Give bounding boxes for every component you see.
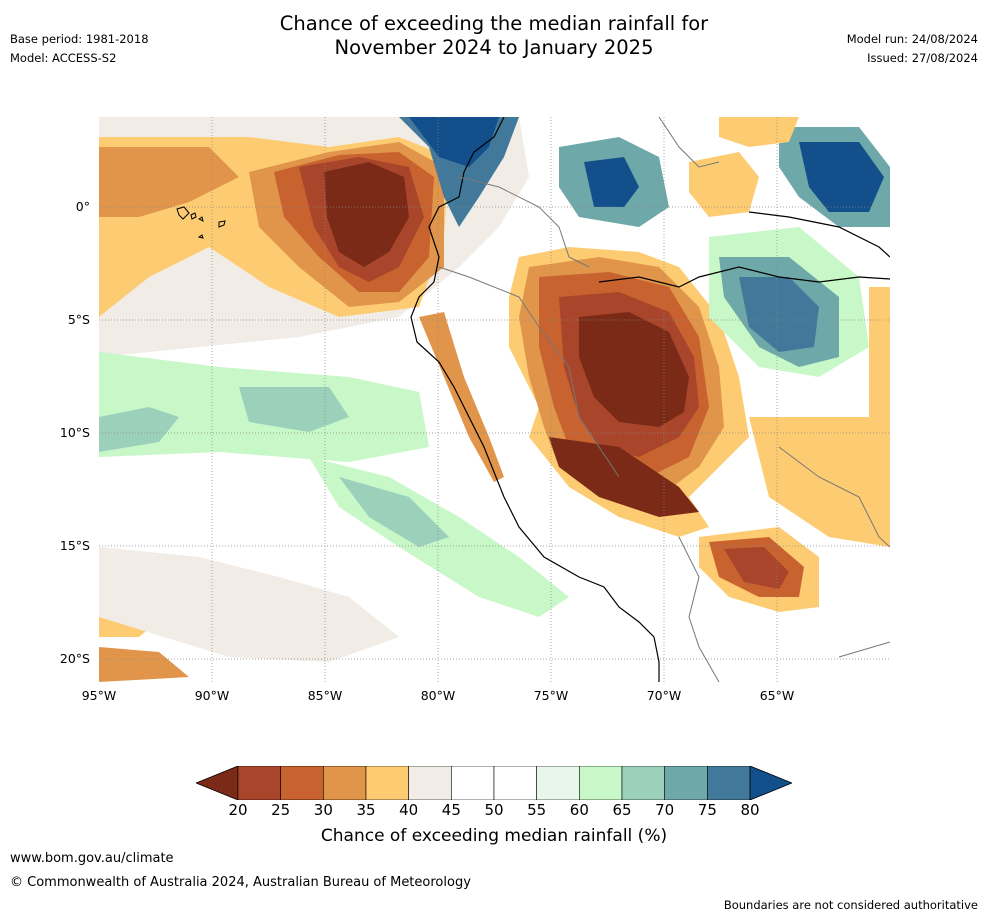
lon-label-80w: 80°W — [420, 688, 456, 703]
colorbar-segment — [451, 766, 495, 800]
region-orange-andes — [419, 312, 504, 482]
lon-label-75w: 75°W — [533, 688, 569, 703]
model-run-text: Model run: 24/08/2024 — [846, 32, 978, 46]
colorbar-segment — [280, 766, 324, 800]
region-dark-core-amazon — [579, 312, 689, 427]
lon-label-95w: 95°W — [81, 688, 117, 703]
colorbar-tick-label: 25 — [271, 801, 291, 819]
region-dark-core-south — [549, 437, 699, 517]
colorbar-arrow-left — [196, 766, 239, 800]
rainfall-map — [99, 117, 890, 682]
coastline-atlantic — [748, 211, 890, 258]
colorbar-tick-label: 20 — [228, 801, 248, 819]
colorbar-segment — [707, 766, 751, 800]
lat-label-20s: 20°S — [59, 651, 90, 666]
region-orange-30-nw — [99, 147, 239, 217]
title-line-2: November 2024 to January 2025 — [334, 36, 654, 59]
amazon-river — [598, 266, 890, 288]
colorbar-tick-label: 80 — [740, 801, 760, 819]
footer-url: www.bom.gov.au/climate — [10, 851, 174, 866]
colorbar-arrow-right — [749, 766, 792, 800]
base-period-text: Base period: 1981-2018 — [10, 32, 149, 46]
colorbar-tick-label: 45 — [441, 801, 461, 819]
galapagos-islands — [176, 206, 226, 239]
colorbar-segment — [579, 766, 623, 800]
colorbar-tick-label: 50 — [484, 801, 504, 819]
colorbar-tick-label: 65 — [612, 801, 632, 819]
region-yellow-east — [749, 417, 890, 547]
region-orange-sw — [99, 647, 189, 682]
country-borders — [438, 117, 890, 682]
colorbar-tick-label: 55 — [527, 801, 547, 819]
graticule — [99, 117, 890, 682]
region-blue-east — [739, 277, 819, 352]
region-yellow-far-east — [869, 287, 890, 417]
footer-copyright: © Commonwealth of Australia 2024, Austra… — [10, 875, 471, 890]
colorbar-segment — [493, 766, 537, 800]
region-darkblue-ne — [799, 142, 884, 212]
coastline-pacific — [410, 117, 660, 682]
region-yellow-ne-2 — [719, 117, 799, 147]
lon-label-65w: 65°W — [759, 688, 795, 703]
colorbar-segment — [237, 766, 281, 800]
colorbar — [196, 766, 792, 800]
meta-left: Base period: 1981-2018 Model: ACCESS-S2 — [10, 30, 149, 68]
colorbar-label: Chance of exceeding median rainfall (%) — [320, 826, 668, 846]
colorbar-segment — [408, 766, 452, 800]
colorbar-tick-label: 30 — [313, 801, 333, 819]
region-beige-south — [99, 547, 399, 662]
colorbar-segment — [621, 766, 665, 800]
colorbar-tick-label: 35 — [356, 801, 376, 819]
colorbar-tick-label: 60 — [569, 801, 589, 819]
issued-text: Issued: 27/08/2024 — [867, 51, 978, 65]
lat-label-5s: 5°S — [67, 312, 90, 327]
page-title: Chance of exceeding the median rainfall … — [0, 12, 988, 60]
model-text: Model: ACCESS-S2 — [10, 51, 117, 65]
colorbar-segment — [664, 766, 708, 800]
region-dark-core-center — [324, 162, 409, 267]
region-darkblue-north — [409, 117, 499, 167]
meta-right: Model run: 24/08/2024 Issued: 27/08/2024 — [847, 30, 978, 68]
colorbar-tick-label: 70 — [655, 801, 675, 819]
region-teal-diag — [339, 477, 449, 547]
colorbar-tick-label: 40 — [399, 801, 419, 819]
region-dark-core-se — [724, 547, 789, 589]
colorbar-segment — [323, 766, 367, 800]
region-teal-center-west — [239, 387, 349, 432]
region-yellow-ne-1 — [689, 152, 759, 217]
region-teal-west — [99, 407, 179, 452]
region-darkblue-north-center — [584, 157, 639, 207]
lon-label-85w: 85°W — [307, 688, 343, 703]
lat-label-10s: 10°S — [59, 425, 90, 440]
colorbar-segment — [536, 766, 580, 800]
colorbar-tick-label: 75 — [697, 801, 717, 819]
lon-label-70w: 70°W — [646, 688, 682, 703]
title-line-1: Chance of exceeding the median rainfall … — [279, 12, 709, 35]
colorbar-segment — [365, 766, 409, 800]
lat-label-15s: 15°S — [59, 538, 90, 553]
lat-label-0: 0° — [75, 199, 90, 214]
footer-note: Boundaries are not considered authoritat… — [723, 898, 978, 912]
lon-label-90w: 90°W — [194, 688, 230, 703]
